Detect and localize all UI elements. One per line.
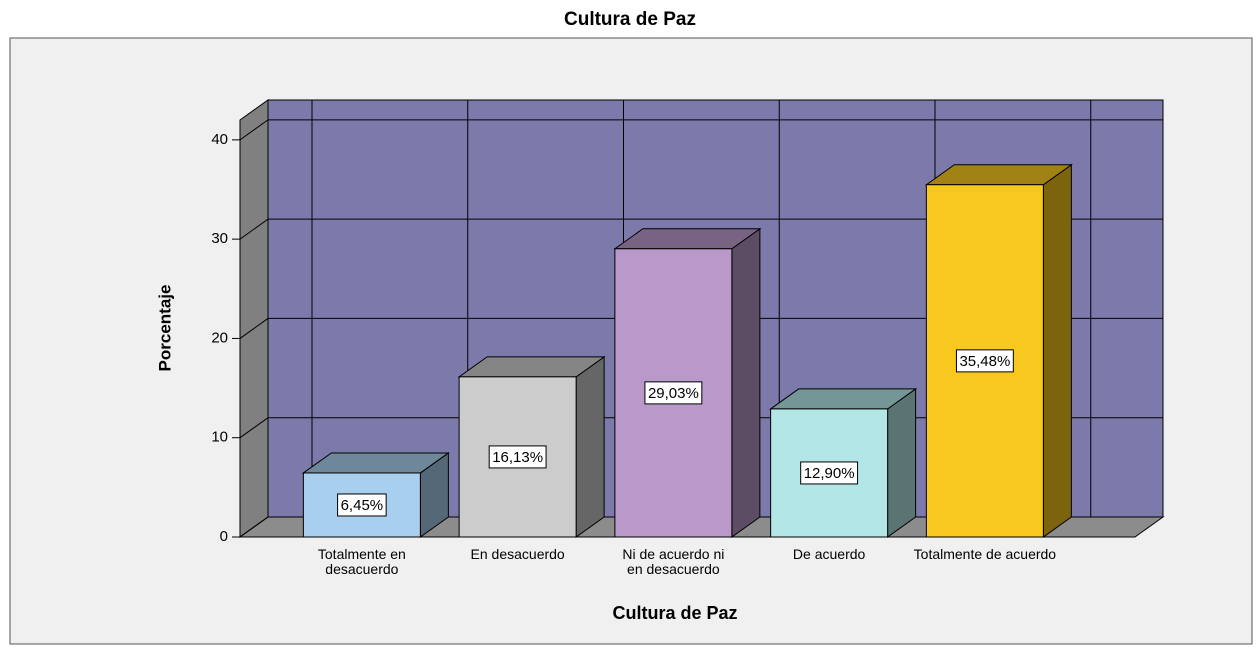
left-wall	[239, 99, 269, 538]
bar-side	[575, 355, 605, 538]
y-tick-label: 10	[211, 429, 228, 446]
x-tick-label: De acuerdo	[792, 546, 866, 562]
value-label: 29,03%	[648, 385, 699, 402]
value-label-box	[337, 493, 387, 517]
wall-grid-line	[239, 417, 269, 439]
x-axis-label: Cultura de Paz	[612, 603, 737, 623]
value-label-box	[955, 349, 1014, 373]
bar-side	[731, 227, 761, 538]
y-tick-label: 40	[211, 131, 228, 148]
y-tick-label: 0	[220, 528, 228, 545]
wall-grid-line	[239, 318, 269, 339]
y-tick-label: 30	[211, 230, 228, 247]
value-label-box	[644, 381, 703, 405]
y-axis-label: Porcentaje	[155, 285, 174, 372]
bar	[458, 376, 577, 538]
value-label: 6,45%	[341, 497, 384, 514]
y-tick-label: 20	[211, 329, 228, 346]
bar-side	[887, 387, 917, 538]
wall-grid-line	[239, 516, 269, 538]
x-tick-label: Ni de acuerdo ni en desacuerdo	[622, 546, 725, 577]
value-label: 16,13%	[492, 449, 543, 466]
wall-grid-line	[239, 119, 269, 141]
x-tick-label: Totalmente de acuerdo	[913, 546, 1057, 562]
wall-grid-line	[239, 218, 269, 240]
bar-side	[1042, 163, 1072, 538]
value-label-box	[488, 445, 547, 469]
value-label: 35,48%	[959, 353, 1010, 370]
x-tick-label: En desacuerdo	[470, 546, 565, 562]
value-label-box	[800, 461, 859, 485]
x-tick-label: Totalmente en desacuerdo	[317, 546, 406, 577]
chart-title: Cultura de Paz	[564, 9, 696, 30]
value-label: 12,90%	[804, 465, 855, 482]
